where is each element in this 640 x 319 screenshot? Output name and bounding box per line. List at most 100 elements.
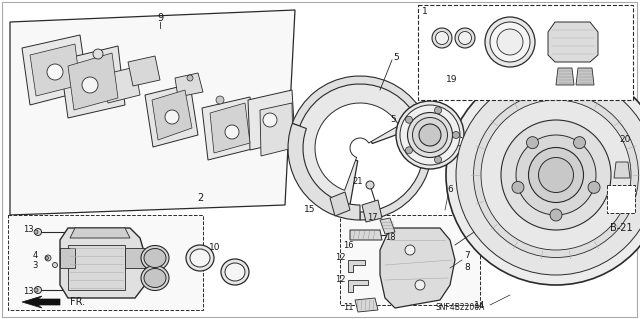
Text: 9: 9 [157,13,163,23]
Polygon shape [248,90,295,150]
Ellipse shape [419,124,441,146]
Polygon shape [102,67,140,103]
Ellipse shape [398,125,472,149]
Polygon shape [145,84,198,147]
Circle shape [47,64,63,80]
Circle shape [406,116,412,123]
Circle shape [82,77,98,93]
Polygon shape [260,103,293,156]
Circle shape [527,137,538,149]
Circle shape [45,255,51,261]
Text: 7: 7 [464,250,470,259]
Ellipse shape [435,32,449,44]
Circle shape [225,125,239,139]
Circle shape [165,110,179,124]
Text: 5: 5 [393,53,399,62]
Bar [607,185,635,213]
Ellipse shape [144,249,166,268]
Circle shape [35,228,42,235]
Text: B-21: B-21 [610,223,632,233]
Ellipse shape [186,245,214,271]
Polygon shape [210,103,250,153]
Ellipse shape [501,120,611,230]
Polygon shape [348,280,368,292]
Text: 21: 21 [353,177,364,187]
Ellipse shape [538,158,573,192]
Bar [8,215,203,310]
Text: 13: 13 [22,287,33,296]
Bar [340,215,480,305]
Ellipse shape [413,117,447,152]
Text: 17: 17 [367,213,378,222]
Text: 11: 11 [343,303,353,313]
Ellipse shape [485,17,535,67]
Text: 6: 6 [447,186,453,195]
Circle shape [406,147,412,154]
Circle shape [435,107,442,114]
Text: 16: 16 [342,241,353,249]
Polygon shape [68,53,118,110]
Text: 15: 15 [304,205,316,214]
Polygon shape [350,230,382,240]
Ellipse shape [455,28,475,48]
Polygon shape [380,228,455,308]
Circle shape [34,230,38,234]
Wedge shape [315,103,399,190]
Text: 8: 8 [464,263,470,272]
Text: 14: 14 [474,300,486,309]
Polygon shape [22,35,88,105]
Bar [418,5,633,100]
Polygon shape [128,56,160,86]
Circle shape [435,156,442,163]
Polygon shape [202,97,256,160]
Circle shape [588,182,600,193]
Wedge shape [292,76,432,220]
Ellipse shape [141,265,169,291]
Polygon shape [60,228,145,298]
Circle shape [45,256,49,259]
Text: FR.: FR. [70,297,85,307]
Text: 4: 4 [33,250,38,259]
Circle shape [35,286,42,293]
Ellipse shape [481,100,631,250]
Circle shape [452,131,460,138]
Ellipse shape [432,28,452,48]
Circle shape [573,137,586,149]
Circle shape [216,96,224,104]
Text: 19: 19 [446,76,458,85]
Ellipse shape [221,259,249,285]
Polygon shape [125,248,145,268]
Text: 2: 2 [197,193,203,203]
Polygon shape [556,68,574,85]
Circle shape [512,182,524,193]
Text: 10: 10 [209,243,221,253]
Ellipse shape [490,22,530,62]
Ellipse shape [225,263,245,281]
Polygon shape [152,90,192,140]
Ellipse shape [144,269,166,287]
Text: 20: 20 [620,136,630,145]
Wedge shape [288,123,360,220]
Polygon shape [330,192,350,216]
Circle shape [187,75,193,81]
Circle shape [52,263,58,268]
Polygon shape [175,73,203,97]
Circle shape [93,49,103,59]
Polygon shape [60,248,75,268]
Text: 18: 18 [385,234,396,242]
Circle shape [405,245,415,255]
Ellipse shape [516,135,596,215]
Ellipse shape [190,249,210,267]
Polygon shape [348,260,365,272]
Ellipse shape [408,113,452,158]
Polygon shape [614,162,630,178]
Polygon shape [380,218,395,234]
Text: 12: 12 [335,254,345,263]
Ellipse shape [141,246,169,271]
Ellipse shape [400,105,460,165]
Polygon shape [70,228,130,238]
Polygon shape [355,298,378,312]
Polygon shape [30,44,80,96]
Ellipse shape [403,128,467,146]
Polygon shape [22,296,60,308]
